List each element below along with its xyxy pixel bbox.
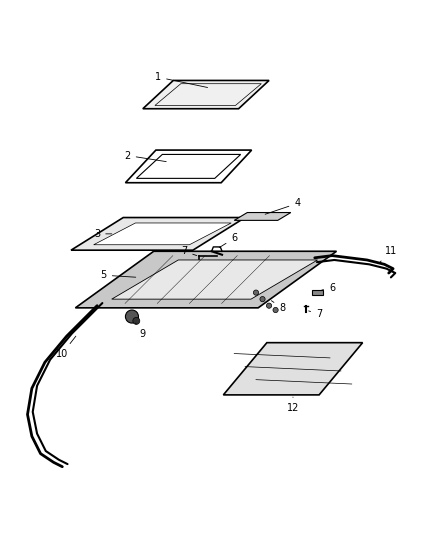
Polygon shape bbox=[94, 223, 231, 245]
Text: 4: 4 bbox=[265, 198, 300, 214]
Circle shape bbox=[273, 308, 278, 313]
Text: 9: 9 bbox=[136, 323, 146, 339]
Circle shape bbox=[125, 310, 138, 323]
Text: 11: 11 bbox=[380, 246, 397, 262]
Text: 7: 7 bbox=[181, 246, 197, 256]
Text: 6: 6 bbox=[322, 283, 335, 293]
Circle shape bbox=[253, 290, 258, 295]
Polygon shape bbox=[312, 290, 323, 295]
Text: 12: 12 bbox=[287, 397, 299, 413]
Polygon shape bbox=[223, 343, 363, 395]
Text: 8: 8 bbox=[272, 301, 285, 313]
Circle shape bbox=[260, 296, 265, 302]
Text: 3: 3 bbox=[94, 229, 112, 239]
Polygon shape bbox=[112, 260, 318, 299]
Circle shape bbox=[133, 318, 140, 325]
Text: 6: 6 bbox=[219, 233, 237, 248]
Text: 10: 10 bbox=[56, 336, 76, 359]
Polygon shape bbox=[143, 80, 269, 109]
Polygon shape bbox=[234, 213, 291, 220]
Text: 7: 7 bbox=[309, 309, 322, 319]
Text: 1: 1 bbox=[155, 72, 208, 87]
Polygon shape bbox=[71, 217, 245, 250]
Text: 2: 2 bbox=[124, 150, 166, 161]
Text: 5: 5 bbox=[101, 270, 136, 280]
Polygon shape bbox=[75, 251, 336, 308]
Circle shape bbox=[266, 303, 272, 308]
